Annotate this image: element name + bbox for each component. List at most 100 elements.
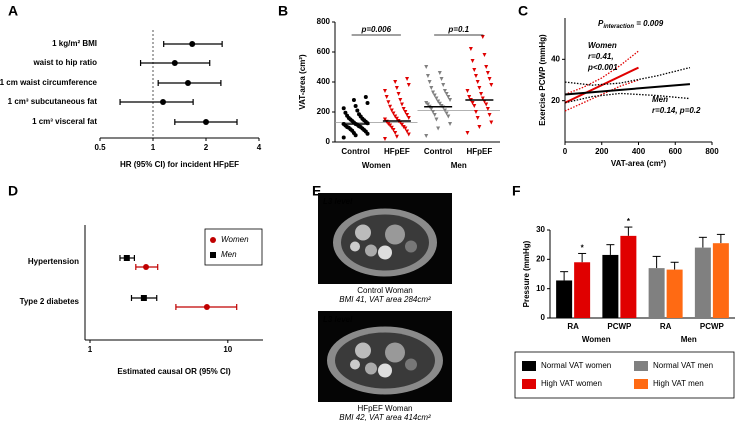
- x-tick-label: 10: [223, 345, 232, 354]
- data-point: [382, 137, 387, 141]
- image-detail: BMI 42, VAT area 414cm²: [339, 413, 431, 422]
- x-tick-label: 0.5: [94, 143, 106, 152]
- panel-label: C: [518, 3, 528, 19]
- p-value: p=0.1: [447, 25, 469, 34]
- series-label: Men: [652, 95, 668, 104]
- y-tick-label: 600: [317, 47, 331, 56]
- bar: [574, 262, 591, 318]
- ct-organ: [378, 245, 392, 260]
- data-point: [465, 89, 470, 93]
- data-point: [406, 132, 411, 137]
- data-point: [472, 68, 477, 72]
- data-point: [475, 116, 480, 120]
- ct-organ: [355, 342, 371, 359]
- estimate-point: [123, 255, 130, 261]
- y-tick-label: 40: [551, 54, 560, 63]
- legend-box: [514, 351, 735, 399]
- data-point: [341, 135, 346, 140]
- data-point: [484, 102, 489, 107]
- data-point: [405, 77, 410, 81]
- row-label: 1 cm³ subcutaneous fat: [8, 97, 98, 106]
- ct-organ: [405, 358, 417, 371]
- data-point: [431, 90, 436, 95]
- data-point: [489, 120, 494, 125]
- data-point: [480, 35, 485, 39]
- data-point: [394, 134, 399, 139]
- data-point: [470, 59, 475, 63]
- data-point: [472, 104, 477, 108]
- image-tag: L3 level: [323, 197, 353, 206]
- data-point: [448, 122, 453, 126]
- x-tick-label: 1: [151, 143, 156, 152]
- x-tick-label: HFpEF: [466, 147, 492, 156]
- data-point: [391, 128, 396, 132]
- data-point: [401, 125, 406, 129]
- bar: [648, 268, 665, 318]
- data-point: [388, 104, 393, 109]
- x-tick-label: 2: [204, 143, 209, 152]
- estimate-point: [160, 99, 167, 105]
- data-point: [424, 101, 429, 105]
- bar: [712, 243, 729, 318]
- x-tick-label: Control: [341, 147, 369, 156]
- y-tick-label: 30: [536, 225, 545, 234]
- confidence-band: [564, 50, 639, 96]
- data-point: [429, 86, 434, 90]
- row-label: Type 2 diabetes: [20, 297, 80, 306]
- data-point: [487, 113, 492, 117]
- data-point: [480, 96, 485, 101]
- group-label: Men: [451, 161, 467, 170]
- data-point: [470, 101, 475, 105]
- y-axis-label: VAT-area (cm²): [298, 54, 307, 110]
- data-point: [444, 111, 449, 116]
- data-point: [434, 117, 439, 122]
- panel-label: F: [512, 183, 521, 199]
- x-tick-label: 800: [705, 147, 719, 156]
- y-tick-label: 200: [317, 107, 331, 116]
- data-point: [345, 113, 350, 118]
- ct-organ: [405, 240, 417, 253]
- group-label: Women: [582, 335, 611, 344]
- row-label: 1 cm waist circumference: [0, 78, 98, 87]
- x-tick-label: HFpEF: [384, 147, 410, 156]
- series-stats: r=0.41,: [588, 52, 614, 61]
- ct-organ: [385, 224, 405, 245]
- data-point: [477, 125, 482, 129]
- data-point: [432, 93, 437, 98]
- x-axis-label: Estimated causal OR (95% CI): [117, 367, 231, 376]
- data-point: [396, 92, 401, 96]
- x-tick-label: Control: [424, 147, 452, 156]
- legend-label: Women: [221, 235, 249, 244]
- series-stats: r=0.14, p=0.2: [652, 106, 701, 115]
- data-point: [479, 92, 484, 96]
- data-point: [393, 114, 398, 119]
- bar: [602, 254, 619, 318]
- legend-label: Men: [221, 250, 237, 259]
- data-point: [341, 106, 346, 111]
- row-label: Hypertension: [28, 257, 79, 266]
- interaction-value: = 0.009: [634, 19, 664, 28]
- data-point: [386, 100, 391, 105]
- bar: [694, 247, 711, 318]
- x-tick-label: PCWP: [607, 322, 632, 331]
- data-point: [357, 112, 362, 117]
- legend-swatch: [634, 361, 648, 371]
- regression-line: [564, 83, 691, 96]
- x-tick-label: PCWP: [700, 322, 725, 331]
- x-tick-label: 400: [632, 147, 646, 156]
- data-point: [406, 83, 411, 87]
- data-point: [394, 116, 399, 121]
- data-point: [405, 113, 410, 117]
- data-point: [485, 107, 490, 111]
- data-point: [468, 47, 473, 51]
- interaction-symbol: P: [598, 19, 604, 28]
- ct-fat: [335, 332, 435, 389]
- regression-line: [564, 66, 639, 104]
- estimate-point: [203, 119, 209, 125]
- estimate-point: [171, 60, 178, 66]
- confidence-band: [564, 66, 691, 86]
- data-point: [485, 71, 490, 75]
- data-point: [424, 134, 429, 138]
- legend-label: High VAT women: [541, 379, 602, 388]
- data-point: [391, 111, 396, 116]
